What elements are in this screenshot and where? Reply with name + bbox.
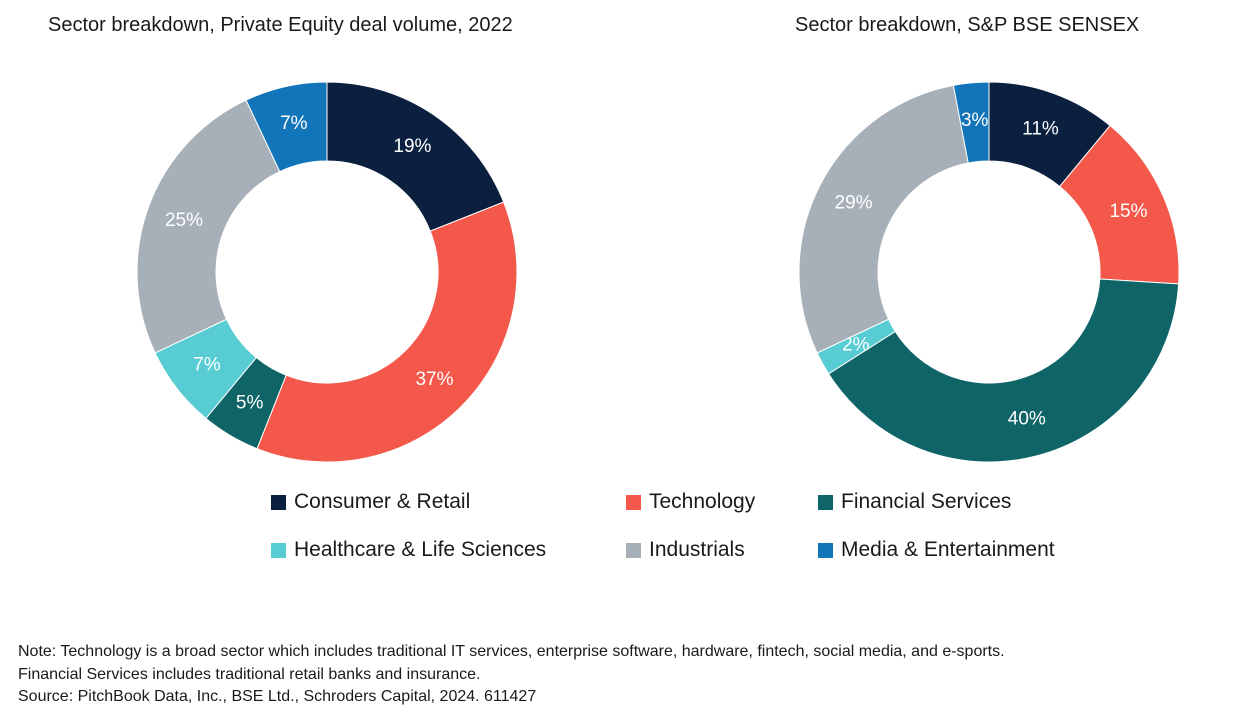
donut-slice-financial-services bbox=[827, 278, 1180, 463]
donut-slice-industrials bbox=[798, 84, 969, 354]
slice-label-financial-services: 5% bbox=[236, 392, 264, 413]
note-source: Source: PitchBook Data, Inc., BSE Ltd., … bbox=[18, 688, 537, 705]
legend-item-industrials: Industrials bbox=[626, 538, 818, 562]
note-financial-services: Financial Services includes traditional … bbox=[18, 665, 481, 683]
slice-label-media-and-entertainment: 7% bbox=[280, 113, 308, 134]
slice-label-healthcare-and-life-sciences: 7% bbox=[193, 355, 221, 376]
legend-label-financial-services: Financial Services bbox=[841, 490, 1012, 513]
slice-label-technology: 37% bbox=[415, 369, 453, 390]
donut-slice-media-and-entertainment bbox=[245, 81, 328, 173]
donut-slice-technology bbox=[256, 201, 518, 463]
slice-label-technology: 15% bbox=[1109, 201, 1147, 222]
note-technology: Note: Technology is a broad sector which… bbox=[18, 643, 1005, 660]
slice-label-consumer-and-retail: 11% bbox=[1022, 118, 1059, 139]
legend-swatch-media bbox=[818, 542, 833, 558]
legend-item-financial-services: Financial Services bbox=[818, 490, 1118, 514]
slice-label-industrials: 25% bbox=[165, 210, 203, 231]
chart-title-pe-deal-volume: Sector breakdown, Private Equity deal vo… bbox=[48, 14, 513, 36]
legend-label-technology: Technology bbox=[649, 490, 756, 513]
legend-swatch-technology bbox=[626, 494, 641, 510]
slice-label-media-and-entertainment: 3% bbox=[961, 110, 989, 131]
legend-item-technology: Technology bbox=[626, 490, 818, 514]
legend-label-healthcare: Healthcare & Life Sciences bbox=[294, 538, 547, 561]
donut-chart-sensex: 11% 15% 40% 2% 29% 3% bbox=[798, 81, 1180, 463]
legend-item-media: Media & Entertainment bbox=[818, 538, 1118, 562]
legend-label-industrials: Industrials bbox=[649, 538, 745, 561]
legend-swatch-financial-services bbox=[818, 494, 833, 510]
chart-title-sensex: Sector breakdown, S&P BSE SENSEX bbox=[795, 14, 1140, 36]
donut-slice-industrials bbox=[136, 99, 281, 354]
legend-label-media: Media & Entertainment bbox=[841, 538, 1055, 561]
legend-swatch-industrials bbox=[626, 542, 641, 558]
legend-item-healthcare: Healthcare & Life Sciences bbox=[271, 538, 626, 562]
legend-swatch-healthcare bbox=[271, 542, 286, 558]
slice-label-consumer-and-retail: 19% bbox=[393, 136, 431, 157]
legend-label-consumer-retail: Consumer & Retail bbox=[294, 490, 471, 513]
slice-label-industrials: 29% bbox=[835, 192, 873, 213]
slice-label-healthcare-and-life-sciences: 2% bbox=[842, 335, 870, 356]
donut-chart-pe-deal-volume: 19% 37% 5% 7% 25% 7% bbox=[136, 81, 518, 463]
slice-label-financial-services: 40% bbox=[1008, 409, 1046, 430]
legend: Consumer & Retail Technology Financial S… bbox=[271, 490, 1131, 562]
legend-item-consumer-retail: Consumer & Retail bbox=[271, 490, 626, 514]
chart-notes: Note: Technology is a broad sector which… bbox=[18, 641, 1005, 709]
legend-swatch-consumer-retail bbox=[271, 494, 286, 510]
donut-slice-media-and-entertainment bbox=[952, 81, 990, 164]
